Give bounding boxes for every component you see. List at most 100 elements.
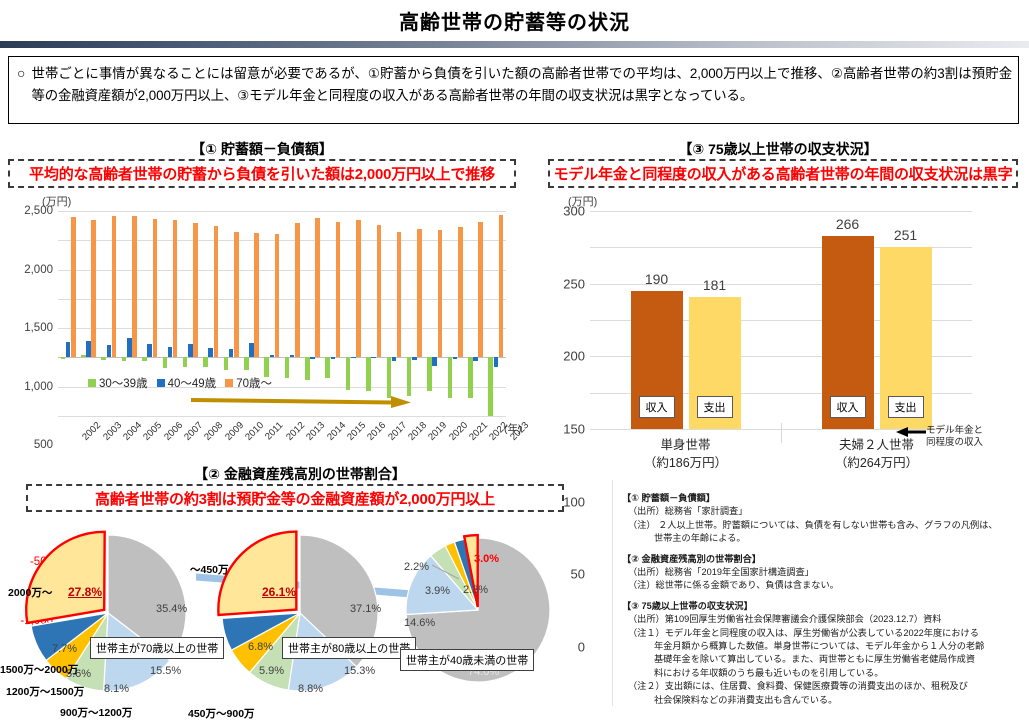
chart3-bar-tag: 収入 xyxy=(638,396,675,418)
pie-percent-label: 5.6% xyxy=(66,668,92,680)
page-title: 高齢世帯の貯蓄等の状況 xyxy=(399,12,630,34)
panel2-callout: 高齢者世帯の約3割は預貯金等の金融資産額が2,000万円以上 xyxy=(26,484,564,512)
chart1-x-tick: 2012 xyxy=(284,420,307,443)
chart1-bar xyxy=(488,357,493,416)
pie-leader-line xyxy=(431,564,460,580)
chart3-category-label: 夫婦２人世帯 xyxy=(838,438,915,452)
footnote-line: （注１）モデル年金と同程度の収入は、厚生労働省が公表している2022年度における xyxy=(628,627,979,638)
chart1-y-tick: 1,000 xyxy=(24,380,53,393)
chart3-y-tick: 200 xyxy=(563,348,585,364)
pie-percent-label: 2.2% xyxy=(404,561,430,573)
pie-slice xyxy=(217,530,298,617)
chart3-category-sublabel: （約264万円） xyxy=(834,456,919,470)
chart3-bar-tag: 支出 xyxy=(887,396,924,418)
pie-chart-group: 35.4% 15.5% 8.1% 5.6% 7.7% 27.8% 37.1% 15.3% 8.8… xyxy=(0,505,620,720)
chart1-bar xyxy=(406,357,412,397)
chart1-x-tick: 2003 xyxy=(100,420,124,443)
chart1-bar xyxy=(345,357,351,391)
chart1-bar xyxy=(335,222,341,358)
chart3-value-label: 251 xyxy=(893,226,918,243)
chart1-x-tick: 2018 xyxy=(406,420,430,443)
chart3-gridline: 300 xyxy=(563,204,972,219)
pie-chart-title-tag: 世帯主が80歳以上の世帯 xyxy=(282,637,417,659)
chart3-gridline: 150 xyxy=(563,320,972,437)
pie-percent-label: 8.1% xyxy=(104,683,130,695)
chart1-legend-item[interactable]: 40〜49歳 xyxy=(156,375,216,391)
chart3-category-group: 夫婦２人世帯 （約264万円） xyxy=(835,436,918,472)
chart3-gridline: 100 xyxy=(563,356,972,509)
chart1-x-tick: 2007 xyxy=(182,420,206,443)
footnote-line: 基礎年金を除いて算出している。また、両世帯ともに厚生労働省老健局作成資 xyxy=(654,654,976,665)
chart1-y-tick: 2,000 xyxy=(24,263,53,276)
legend-swatch-icon xyxy=(225,379,234,387)
footnote-line: （注２）支出額には、住居費、食料費、保健医療費等の消費支出のほか、租税及び xyxy=(628,681,968,692)
chart1-bar xyxy=(152,219,158,358)
chart3-y-tick: 0 xyxy=(577,639,585,655)
chart1-bar xyxy=(162,357,168,368)
chart1-legend-item[interactable]: 30〜39歳 xyxy=(88,375,148,391)
chart1-bar xyxy=(167,346,173,358)
pie-percent-label: 14.6% xyxy=(404,617,436,629)
chart1-bar xyxy=(193,223,198,358)
chart1-gridline: 2,000 xyxy=(24,240,506,276)
chart1-x-tick: 2004 xyxy=(121,420,145,443)
chart1-x-tick: 2019 xyxy=(426,420,450,443)
pie-svg-canvas xyxy=(24,530,551,692)
chart-savings-minus-debt: (万円) 2,5002,0001,5001,0005000-500-1,0002… xyxy=(6,193,531,627)
pie-percent-label: 35.4% xyxy=(156,603,188,615)
chart1-bar xyxy=(457,226,463,358)
pie-percent-label: 15.3% xyxy=(344,665,376,677)
chart1-bar xyxy=(412,357,417,360)
chart1-bar xyxy=(366,357,371,391)
chart1-bar xyxy=(132,215,137,358)
chart1-bar xyxy=(60,357,66,360)
pie-category-label: 1500万～2000万 xyxy=(0,664,79,676)
chart3-y-tick: 300 xyxy=(563,203,585,219)
pie-percent-label: 7.7% xyxy=(52,643,78,655)
pie-slice xyxy=(24,530,106,625)
chart1-x-tick: 2013 xyxy=(304,420,328,443)
pie-slice xyxy=(462,533,479,608)
chart1-legend: 30〜39歳 40〜49歳 70歳〜 xyxy=(88,375,272,391)
chart1-x-tick: 2009 xyxy=(222,420,246,443)
footnote-block: 【① 貯蓄額－負債額】 （出所）総務省「家計調査」 （注） ２人以上世帯。貯蓄額につ… xyxy=(622,492,1024,546)
chart1-bar xyxy=(432,357,438,366)
chart1-bar xyxy=(427,357,432,392)
chart1-gridline: 2,500 xyxy=(24,205,506,217)
chart3-group-separator xyxy=(781,423,782,443)
chart1-bar xyxy=(111,216,117,358)
pie-category-label: 2000万～ xyxy=(8,587,53,599)
chart1-x-tick: 2006 xyxy=(161,420,185,443)
chart1-bar xyxy=(254,233,259,358)
chart1-x-tick: 2002 xyxy=(80,420,104,443)
chart1-x-tick: 2020 xyxy=(446,420,470,443)
chart1-bar xyxy=(71,217,76,358)
pie-percent-label: 3.9% xyxy=(425,585,451,597)
chart1-bar xyxy=(498,215,504,358)
chart1-gridline: 1,500 xyxy=(24,269,506,334)
chart3-category-group: 単身世帯 （約186万円） xyxy=(644,436,727,472)
pie-percent-label: 27.8% xyxy=(68,585,103,599)
pie-category-label: 450万～900万 xyxy=(188,708,255,720)
chart3-value-label: 266 xyxy=(835,215,860,232)
footnote-heading: 【① 貯蓄額－負債額】 xyxy=(622,493,716,503)
chart1-gridline: 500 xyxy=(34,328,506,451)
chart1-x-tick: 2008 xyxy=(202,420,226,443)
chart3-y-tick: 100 xyxy=(563,494,585,510)
chart1-legend-item[interactable]: 70歳〜 xyxy=(225,375,272,391)
chart1-bar xyxy=(233,231,239,358)
chart1-bar xyxy=(325,357,330,378)
chart1-bar xyxy=(295,223,300,358)
chart1-bar xyxy=(452,357,458,360)
chart1-bar xyxy=(249,342,254,358)
panel3-title: 【③ 75歳以上世帯の収支状況】 xyxy=(678,141,878,157)
chart1-bar xyxy=(223,357,229,370)
chart1-bar xyxy=(188,344,193,358)
panel1-title: 【① 貯蓄額－負債額】 xyxy=(191,141,333,157)
footnote-line: 世帯主の年齢による。 xyxy=(654,533,746,544)
chart1-bar xyxy=(289,354,295,358)
chart1-y-tick: 500 xyxy=(33,439,53,452)
chart1-gridline: -1,000 xyxy=(20,416,506,627)
pie-percent-label: 5.9% xyxy=(259,665,285,677)
pie-category-label: 1200万～1500万 xyxy=(6,686,85,698)
